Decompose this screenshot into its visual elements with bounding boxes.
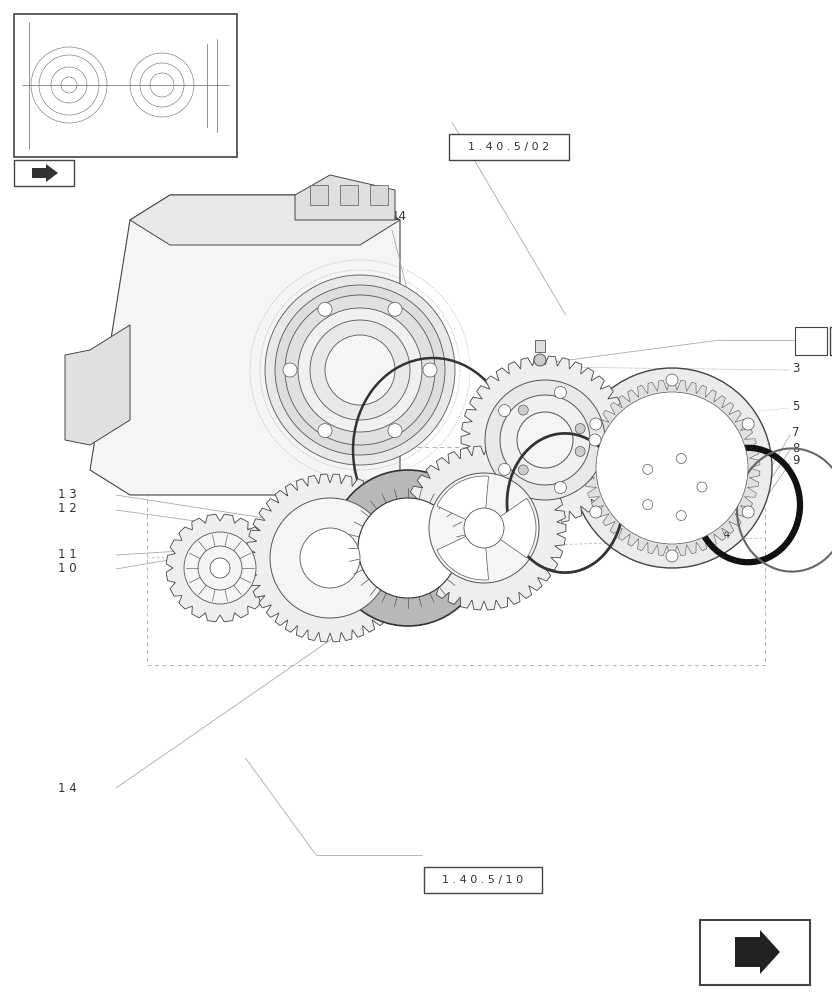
- Circle shape: [590, 506, 602, 518]
- Circle shape: [697, 482, 707, 492]
- Circle shape: [498, 463, 511, 475]
- Polygon shape: [310, 185, 328, 205]
- Circle shape: [318, 424, 332, 438]
- Circle shape: [300, 528, 360, 588]
- Circle shape: [676, 453, 686, 463]
- Circle shape: [517, 412, 573, 468]
- Circle shape: [318, 302, 332, 316]
- Text: 1 . 4 0 . 5 / 0 2: 1 . 4 0 . 5 / 0 2: [468, 142, 550, 152]
- Polygon shape: [735, 930, 780, 974]
- Bar: [449, 134, 569, 160]
- Text: 7: 7: [792, 426, 800, 440]
- Circle shape: [358, 498, 458, 598]
- Polygon shape: [65, 325, 130, 445]
- Circle shape: [554, 386, 567, 398]
- Polygon shape: [166, 514, 274, 622]
- Circle shape: [464, 508, 504, 548]
- Circle shape: [742, 506, 755, 518]
- Bar: [14, 160, 74, 186]
- Circle shape: [643, 500, 653, 510]
- Text: 5: 5: [792, 400, 800, 414]
- Circle shape: [575, 424, 585, 434]
- Circle shape: [572, 368, 772, 568]
- Polygon shape: [32, 164, 58, 182]
- Circle shape: [554, 482, 567, 494]
- Circle shape: [283, 363, 297, 377]
- Text: 2: 2: [800, 334, 808, 348]
- Circle shape: [388, 302, 402, 316]
- Circle shape: [666, 550, 678, 562]
- Circle shape: [500, 395, 590, 485]
- Circle shape: [590, 418, 602, 430]
- Polygon shape: [402, 446, 566, 610]
- Circle shape: [275, 285, 445, 455]
- Polygon shape: [340, 185, 358, 205]
- Bar: [573, 431, 683, 449]
- Circle shape: [647, 462, 697, 512]
- Text: 1 3: 1 3: [58, 488, 77, 500]
- Text: 3: 3: [792, 361, 800, 374]
- Text: 1 4: 1 4: [58, 782, 77, 796]
- Bar: [700, 920, 810, 985]
- Circle shape: [330, 470, 486, 626]
- Circle shape: [498, 405, 511, 417]
- Bar: [535, 340, 545, 352]
- Text: 4: 4: [722, 528, 730, 542]
- Bar: [830, 327, 832, 355]
- Polygon shape: [246, 474, 414, 642]
- Circle shape: [589, 434, 601, 446]
- Circle shape: [423, 363, 437, 377]
- Text: 1 2: 1 2: [58, 502, 77, 516]
- Circle shape: [429, 473, 539, 583]
- Circle shape: [742, 418, 755, 430]
- Circle shape: [594, 390, 750, 546]
- Circle shape: [310, 320, 410, 420]
- Polygon shape: [130, 195, 400, 245]
- Polygon shape: [90, 195, 400, 495]
- Wedge shape: [437, 528, 488, 580]
- Polygon shape: [370, 185, 388, 205]
- Bar: [712, 480, 762, 494]
- Text: 14: 14: [392, 211, 407, 224]
- Text: 1 . 4 0 . 5 / 1 0: 1 . 4 0 . 5 / 1 0: [443, 875, 523, 885]
- Polygon shape: [584, 380, 760, 556]
- Polygon shape: [295, 175, 395, 220]
- Circle shape: [534, 354, 546, 366]
- Circle shape: [198, 546, 242, 590]
- Circle shape: [485, 380, 605, 500]
- Circle shape: [632, 447, 712, 527]
- Circle shape: [518, 405, 528, 415]
- Polygon shape: [461, 356, 629, 524]
- Circle shape: [676, 511, 686, 521]
- Circle shape: [270, 498, 390, 618]
- Circle shape: [210, 558, 230, 578]
- Circle shape: [388, 424, 402, 438]
- Circle shape: [285, 295, 435, 445]
- Wedge shape: [484, 498, 536, 558]
- Circle shape: [666, 374, 678, 386]
- Text: 6: 6: [722, 512, 730, 524]
- Text: 8: 8: [792, 442, 800, 454]
- Wedge shape: [437, 476, 488, 528]
- Circle shape: [265, 275, 455, 465]
- Circle shape: [518, 465, 528, 475]
- Bar: [14, 14, 237, 157]
- Circle shape: [643, 464, 653, 474]
- Text: 1 0: 1 0: [58, 562, 77, 574]
- Circle shape: [325, 335, 395, 405]
- Circle shape: [575, 446, 585, 456]
- Text: 9: 9: [792, 454, 800, 468]
- Text: 1 1: 1 1: [58, 548, 77, 560]
- Bar: [795, 327, 827, 355]
- Circle shape: [298, 308, 422, 432]
- Bar: [424, 867, 542, 893]
- Circle shape: [596, 392, 748, 544]
- Circle shape: [184, 532, 256, 604]
